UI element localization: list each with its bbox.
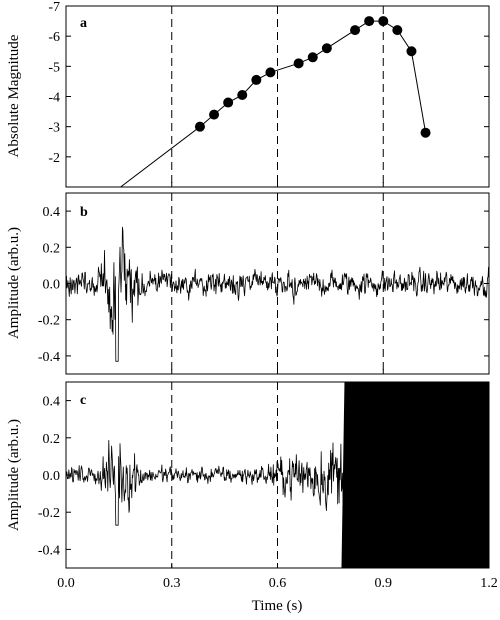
x-tick-label: 1.2 [480,576,498,591]
y-tick-label: -3 [48,121,60,136]
y-tick-label: -4 [48,91,60,106]
amplitude-trace [65,226,490,362]
x-axis-title: Time (s) [252,598,303,614]
panel-a-plot-area [120,6,431,188]
panel-c-amplitude: -0.4 -0.2 0.0 0.2 0.4 c Amplitude (arb.u.) [6,381,490,569]
magnitude-point [223,97,234,108]
panel-b-y-ticks: -0.4 -0.2 0.0 0.2 0.4 [38,205,489,365]
y-tick-label: 0.0 [43,278,61,293]
magnitude-point [364,16,375,27]
y-tick-label: -0.2 [38,314,60,329]
panel-a-letter: a [80,16,87,31]
magnitude-point [194,121,205,132]
magnitude-point [307,52,318,63]
magnitude-point [392,25,403,36]
y-tick-label: -0.4 [38,350,60,365]
panel-b-amplitude: -0.4 -0.2 0.0 0.2 0.4 b Amplitude (arb.u.) [6,192,490,375]
y-tick-label: 0.0 [43,469,61,484]
x-tick-label: 0.9 [375,576,393,591]
y-tick-label: 0.4 [43,395,61,410]
y-tick-label: 0.2 [43,241,61,256]
x-axis: 0.0 0.3 0.6 0.9 1.2 [57,182,498,591]
x-tick-label: 0.0 [57,576,75,591]
y-tick-label: -7 [48,0,60,15]
magnitude-point [406,46,417,57]
magnitude-point [265,67,276,78]
panel-a-magnitude: -2 -3 -4 -5 -6 -7 a Absolute Magnitude [6,0,490,188]
panel-c-y-ticks: -0.4 -0.2 0.0 0.2 0.4 [38,395,489,558]
y-tick-label: -5 [48,60,60,75]
panel-b-plot-area [65,193,490,374]
panel-a-y-ticks: -2 -3 -4 -5 -6 -7 [48,0,489,166]
saturated-signal-region [341,382,489,568]
y-tick-label: 0.4 [43,205,61,220]
magnitude-point [378,16,389,27]
magnitude-point [209,109,220,120]
x-tick-label: 0.6 [269,576,287,591]
panel-c-plot-area [65,382,489,568]
y-tick-label: -6 [48,30,60,45]
magnitude-point [237,89,248,100]
panel-b-y-axis-title: Amplitude (arb.u.) [6,227,22,339]
magnitude-line [120,20,427,188]
y-tick-label: -2 [48,151,60,166]
magnitude-point [293,58,304,69]
magnitude-point [321,43,332,54]
y-tick-label: -0.4 [38,543,60,558]
x-tick-label: 0.3 [163,576,181,591]
panel-a-y-axis-title: Absolute Magnitude [6,34,22,157]
y-tick-label: -0.2 [38,506,60,521]
y-tick-label: 0.2 [43,432,61,447]
panel-b-letter: b [80,205,88,220]
magnitude-point [420,127,431,138]
panel-c-y-axis-title: Amplitude (arb.u.) [6,419,22,531]
magnitude-point [350,25,361,36]
magnitude-point [251,74,262,85]
amplitude-trace [65,440,345,528]
panel-c-letter: c [80,393,86,408]
